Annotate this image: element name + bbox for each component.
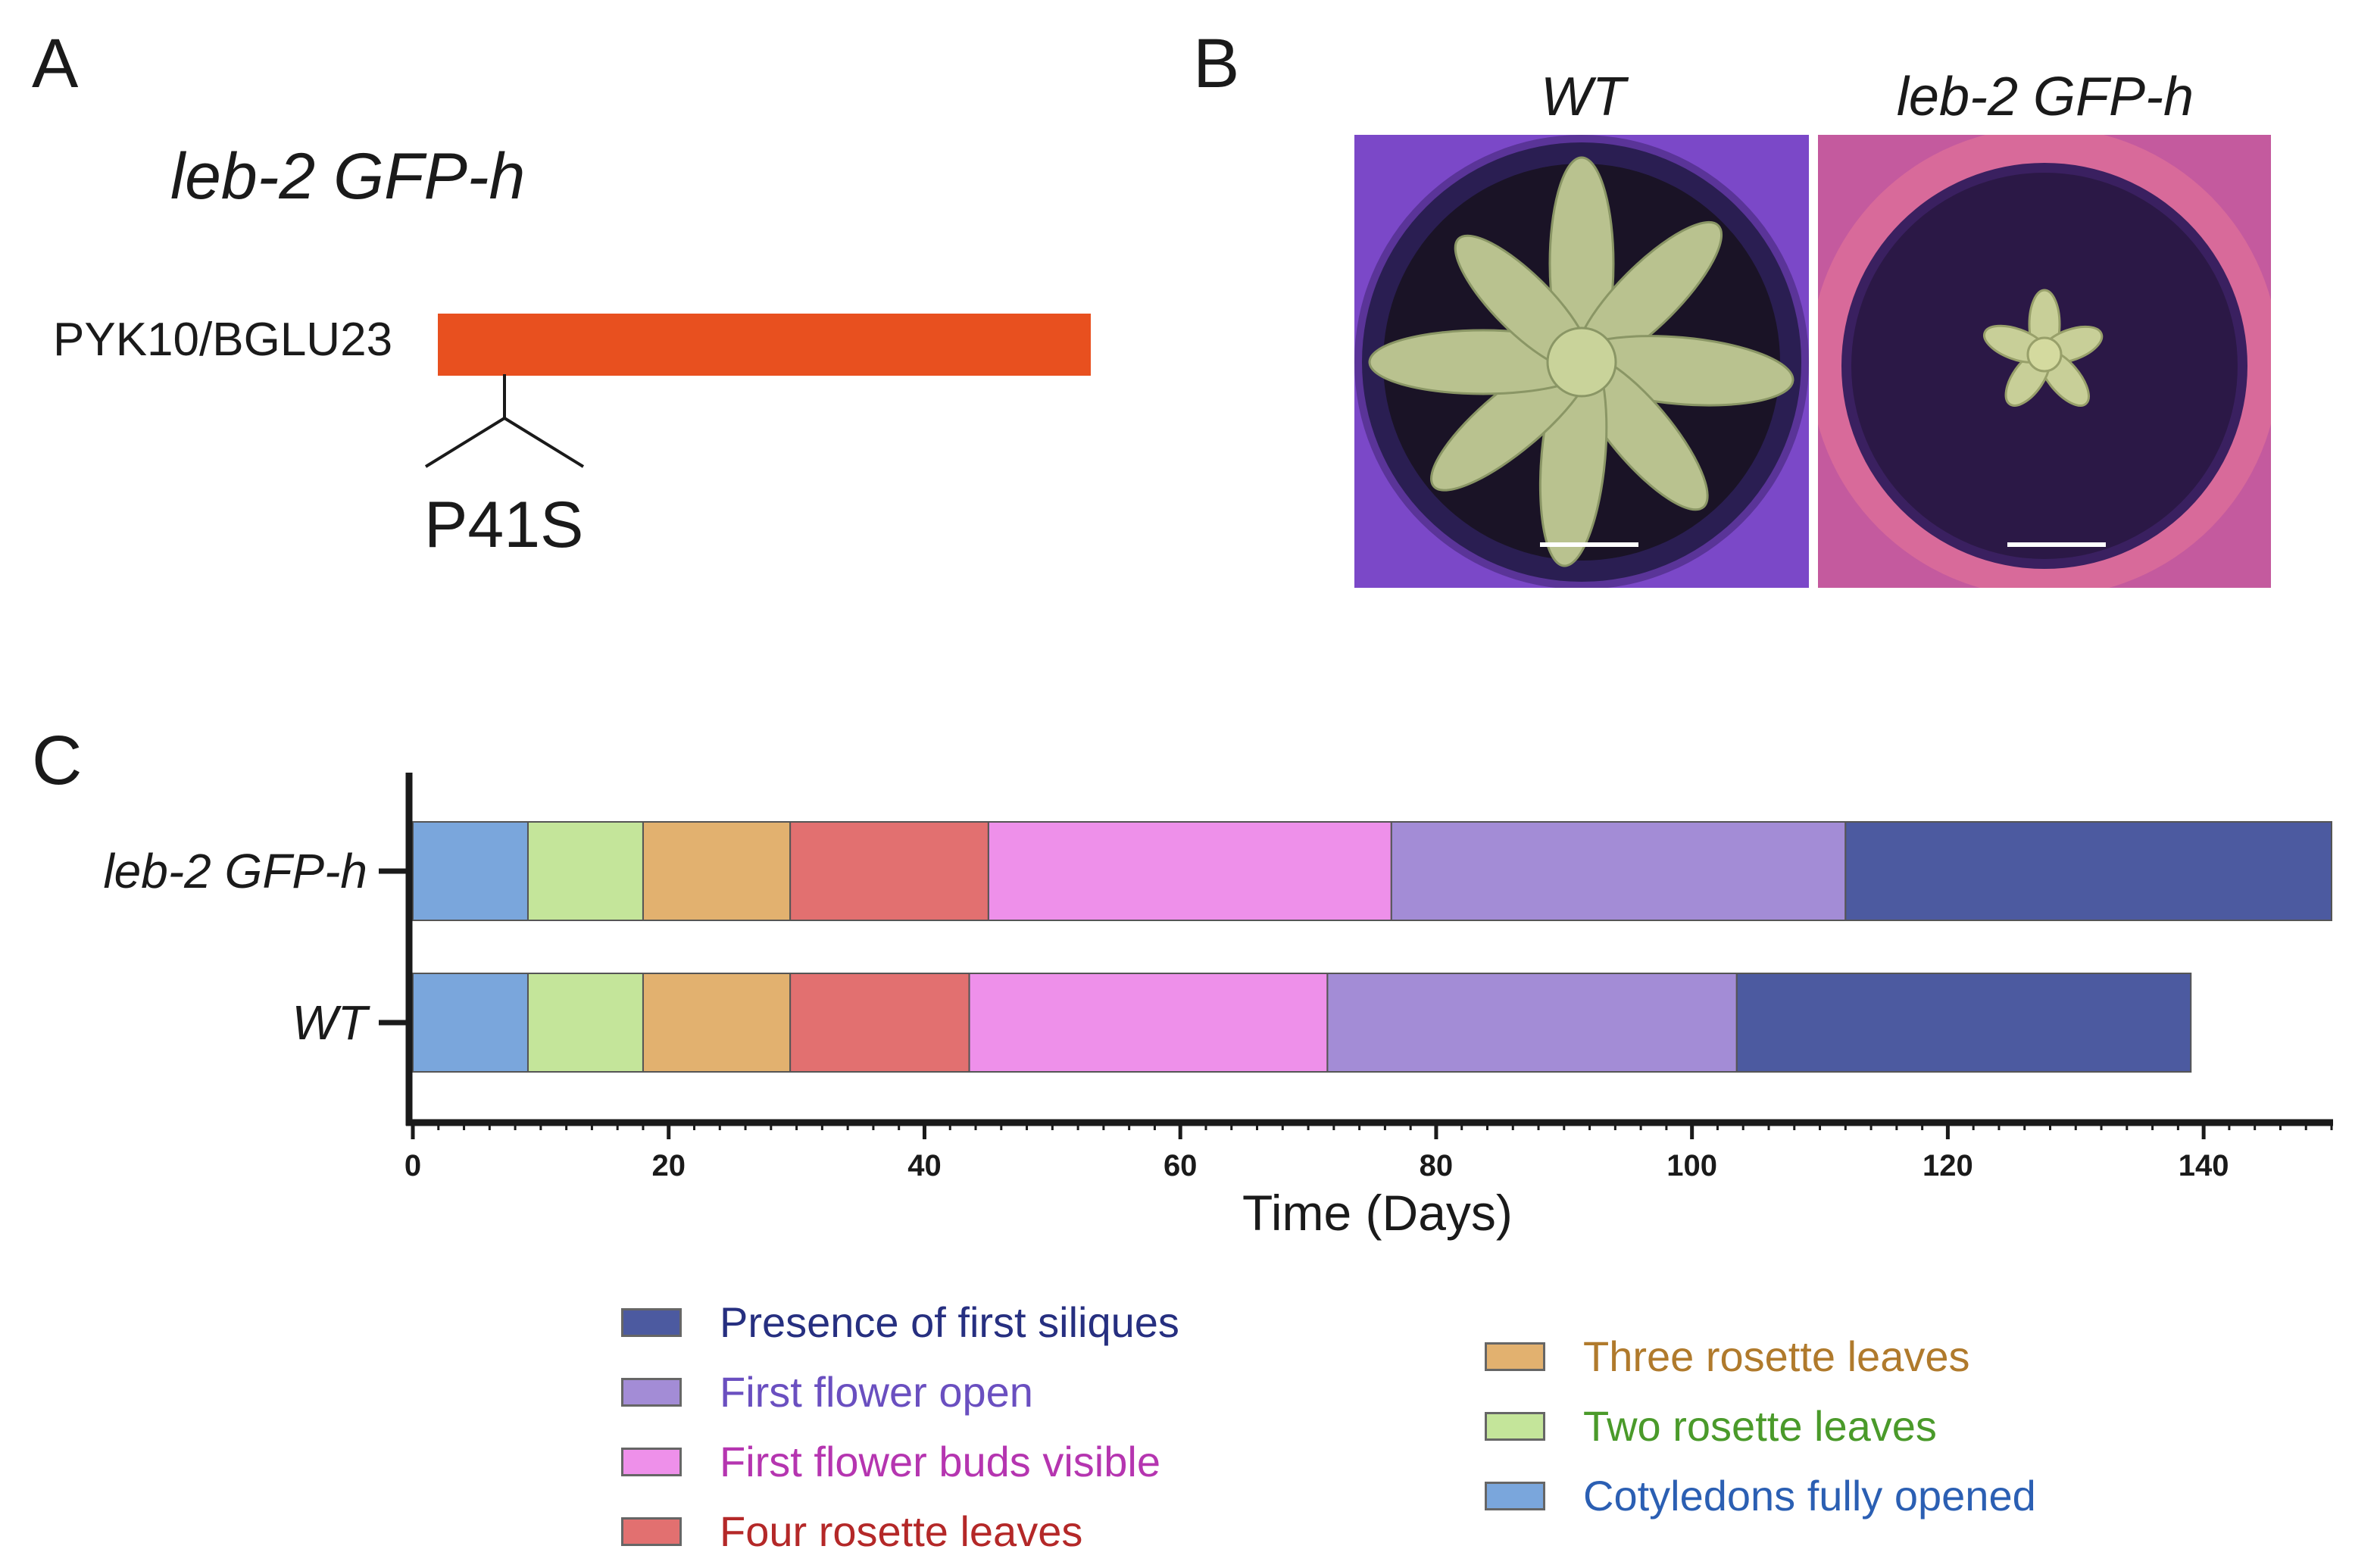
panel-letter-a: A [32,25,79,102]
scale-bar [2007,542,2106,547]
legend-right: Three rosette leaves Two rosette leaves … [1485,1322,2036,1531]
mutation-marker [424,374,585,468]
legend-item: Four rosette leaves [621,1497,1179,1566]
legend-item: First flower buds visible [621,1427,1179,1497]
legend-swatch [621,1448,682,1476]
mutant-rosette [1983,289,2104,407]
wt-rosette [1368,156,1794,567]
x-tick-label: 140 [2179,1149,2229,1182]
legend-item: Three rosette leaves [1485,1322,2036,1392]
ticks: 0 20 40 60 80 100 120 140 [379,868,2333,1182]
mutant-plant-photo [1818,135,2271,588]
x-tick-label: 40 [907,1149,942,1182]
bar-segment [1326,973,1738,1073]
legend-swatch [621,1308,682,1337]
x-tick-label: 0 [404,1149,421,1182]
bar-segment [526,821,644,921]
gene-label: PYK10/BGLU23 [53,314,393,366]
bar-segment [987,821,1392,921]
y-tick-label: WT [292,995,370,1050]
x-axis-label: Time (Days) [1242,1185,1513,1241]
panel-a-title: leb-2 GFP-h [170,140,526,213]
legend-item: Cotyledons fully opened [1485,1461,2036,1531]
mutation-label: P41S [424,489,584,561]
bar-segment [412,973,529,1073]
legend-label: Two rosette leaves [1583,1402,1937,1450]
legend-item: First flower open [621,1357,1179,1427]
x-tick-label: 60 [1164,1149,1198,1182]
bar-segment [968,973,1329,1073]
stacked-bar-chart: 0 20 40 60 80 100 120 140 leb-2 GFP-h WT [103,773,2333,1182]
panel-letter-c: C [32,722,83,799]
bar-segment [789,821,989,921]
bar-segment [1735,973,2192,1073]
legend-swatch [1485,1482,1545,1510]
scale-bar [1540,542,1638,547]
panel-letter-b: B [1193,25,1240,102]
legend-label: First flower buds visible [720,1438,1160,1485]
legend-swatch [621,1517,682,1546]
bar-segment [642,821,792,921]
bar-segment [1844,821,2332,921]
bar-segment [642,973,792,1073]
y-tick-label: leb-2 GFP-h [103,844,367,898]
bar-segment [789,973,970,1073]
x-tick-label: 80 [1420,1149,1454,1182]
legend-item: Two rosette leaves [1485,1392,2036,1461]
legend-label: First flower open [720,1368,1033,1416]
legend-swatch [621,1378,682,1407]
x-tick-label: 120 [1923,1149,1973,1182]
legend-swatch [1485,1412,1545,1441]
photo-title-mutant: leb-2 GFP-h [1896,67,2194,127]
wt-plant-photo [1354,135,1809,588]
legend-label: Presence of first siliques [720,1298,1179,1346]
bar-segment [1390,821,1847,921]
bar-segment [526,973,644,1073]
axes [405,773,2333,1126]
legend-left: Presence of first siliques First flower … [621,1288,1179,1566]
x-tick-label: 100 [1666,1149,1717,1182]
bars [412,821,2332,1073]
photo-title-wt: WT [1541,67,1626,127]
legend-item: Presence of first siliques [621,1288,1179,1357]
bar-segment [412,821,529,921]
legend-label: Four rosette leaves [720,1507,1083,1555]
legend-label: Cotyledons fully opened [1583,1472,2036,1520]
y-tick-labels: leb-2 GFP-h WT [103,844,370,1050]
x-tick-label: 20 [651,1149,686,1182]
gene-bar [438,314,1091,376]
legend-swatch [1485,1342,1545,1371]
legend-label: Three rosette leaves [1583,1332,1970,1380]
